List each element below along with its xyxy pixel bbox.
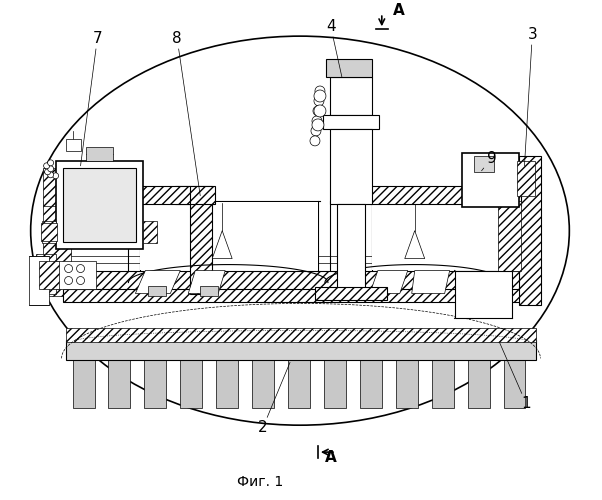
Bar: [337, 204, 365, 294]
Bar: [73, 358, 95, 408]
Bar: [462, 153, 520, 206]
Bar: [288, 358, 310, 408]
Bar: [396, 358, 418, 408]
Polygon shape: [412, 270, 450, 293]
Text: 8: 8: [172, 31, 200, 196]
Text: 3: 3: [524, 27, 537, 166]
Circle shape: [48, 166, 54, 172]
Bar: [70, 186, 190, 204]
Circle shape: [311, 126, 321, 136]
Circle shape: [76, 276, 84, 284]
Text: 7: 7: [81, 31, 102, 166]
Text: Фиг. 1: Фиг. 1: [237, 475, 283, 489]
Bar: [503, 358, 526, 408]
Polygon shape: [370, 270, 408, 293]
Bar: [330, 77, 372, 115]
Bar: [144, 358, 166, 408]
Bar: [190, 186, 213, 294]
Bar: [326, 59, 372, 77]
Bar: [330, 129, 372, 204]
Bar: [324, 358, 346, 408]
Bar: [497, 186, 521, 206]
Ellipse shape: [31, 36, 569, 425]
Circle shape: [64, 276, 73, 284]
Circle shape: [64, 264, 73, 272]
Circle shape: [43, 163, 49, 169]
Bar: [360, 358, 382, 408]
Text: А: А: [325, 450, 337, 465]
Bar: [85, 147, 113, 161]
Bar: [200, 286, 218, 296]
Bar: [55, 161, 143, 248]
Circle shape: [48, 172, 54, 178]
Polygon shape: [188, 270, 225, 293]
Bar: [216, 358, 238, 408]
Bar: [39, 260, 58, 288]
Bar: [252, 358, 274, 408]
Bar: [143, 220, 157, 242]
Bar: [41, 222, 57, 240]
Bar: [63, 286, 539, 302]
Bar: [42, 220, 55, 242]
Bar: [180, 358, 202, 408]
Bar: [455, 270, 512, 318]
Bar: [520, 156, 541, 306]
Circle shape: [45, 169, 51, 175]
Bar: [66, 139, 81, 151]
Text: 1: 1: [500, 342, 531, 411]
Circle shape: [310, 136, 320, 146]
Circle shape: [314, 90, 326, 102]
Bar: [66, 340, 536, 360]
Bar: [315, 286, 387, 300]
Bar: [36, 254, 55, 294]
Polygon shape: [135, 270, 180, 293]
Circle shape: [52, 173, 58, 179]
Circle shape: [312, 119, 324, 131]
Bar: [372, 202, 501, 270]
Bar: [66, 328, 536, 342]
Bar: [55, 260, 96, 288]
Bar: [108, 358, 131, 408]
Bar: [43, 200, 70, 296]
Bar: [148, 286, 166, 296]
Bar: [432, 358, 454, 408]
Circle shape: [48, 160, 54, 166]
Bar: [474, 156, 494, 172]
Bar: [63, 168, 137, 242]
Polygon shape: [405, 230, 424, 258]
Bar: [323, 115, 379, 129]
Bar: [29, 256, 49, 306]
Bar: [140, 202, 318, 270]
Bar: [63, 270, 539, 288]
Polygon shape: [213, 230, 232, 258]
Bar: [497, 200, 521, 270]
Circle shape: [312, 116, 322, 126]
Text: 4: 4: [326, 19, 342, 77]
Bar: [43, 168, 73, 205]
Circle shape: [315, 86, 325, 96]
Bar: [468, 358, 489, 408]
Bar: [175, 186, 215, 204]
Circle shape: [314, 105, 326, 117]
Bar: [370, 186, 497, 204]
Bar: [518, 161, 535, 196]
Text: 9: 9: [482, 151, 496, 171]
Circle shape: [76, 264, 84, 272]
Circle shape: [313, 106, 323, 116]
Text: А: А: [393, 3, 405, 18]
Circle shape: [314, 96, 324, 106]
Text: 2: 2: [258, 362, 290, 435]
